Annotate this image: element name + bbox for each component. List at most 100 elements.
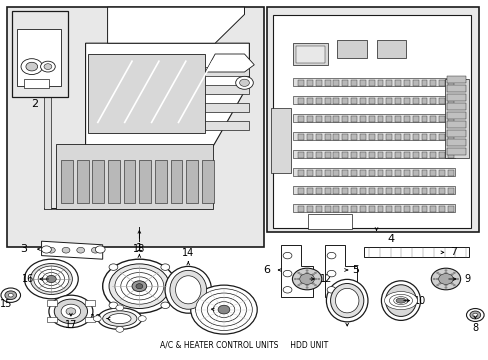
Bar [429, 134, 435, 140]
Bar [429, 152, 435, 158]
Circle shape [109, 264, 118, 270]
Bar [324, 152, 330, 158]
Bar [447, 112, 465, 119]
Circle shape [440, 280, 443, 283]
Bar [47, 300, 57, 306]
Bar [359, 188, 365, 194]
Circle shape [77, 247, 84, 253]
Bar [202, 160, 213, 203]
Circle shape [435, 284, 438, 286]
Bar [324, 188, 330, 194]
Bar [403, 134, 409, 140]
Circle shape [49, 295, 93, 328]
Circle shape [41, 246, 51, 253]
Bar [429, 80, 435, 86]
Text: 16: 16 [22, 274, 35, 284]
Circle shape [136, 284, 142, 289]
Circle shape [239, 79, 249, 86]
Bar [429, 188, 435, 194]
Circle shape [195, 289, 252, 330]
Bar [24, 79, 49, 88]
Bar [447, 85, 465, 92]
Bar [444, 79, 468, 158]
Bar [333, 80, 339, 86]
Bar [333, 116, 339, 122]
Circle shape [466, 309, 483, 321]
Circle shape [102, 259, 176, 313]
Circle shape [444, 274, 447, 276]
Bar [295, 46, 325, 63]
Polygon shape [41, 241, 102, 259]
Bar [342, 98, 347, 104]
Ellipse shape [388, 294, 412, 307]
Bar [17, 29, 61, 86]
Bar [421, 98, 427, 104]
Bar [298, 98, 304, 104]
Bar [155, 160, 166, 203]
Bar [12, 11, 68, 97]
Bar [394, 134, 400, 140]
Bar [386, 116, 391, 122]
Ellipse shape [175, 276, 201, 304]
Circle shape [66, 308, 76, 315]
Circle shape [305, 284, 308, 287]
Bar [447, 134, 453, 140]
Text: 19: 19 [89, 314, 102, 324]
Circle shape [26, 62, 38, 71]
Bar [298, 188, 304, 194]
Bar [447, 80, 453, 86]
Circle shape [283, 287, 291, 293]
Bar [186, 160, 198, 203]
Bar [293, 114, 454, 122]
Bar [447, 188, 453, 194]
Bar [421, 170, 427, 176]
Bar [306, 98, 312, 104]
Bar [350, 80, 356, 86]
Bar [386, 188, 391, 194]
Circle shape [438, 274, 452, 284]
Bar [447, 152, 453, 158]
Bar [333, 206, 339, 212]
Bar [403, 170, 409, 176]
Circle shape [161, 302, 169, 309]
Bar [342, 116, 347, 122]
Text: 17: 17 [64, 320, 77, 330]
Bar [306, 80, 312, 86]
Circle shape [109, 302, 118, 309]
Bar [350, 188, 356, 194]
Circle shape [444, 282, 447, 284]
Bar [350, 152, 356, 158]
Bar [293, 204, 454, 212]
Circle shape [126, 277, 152, 296]
Ellipse shape [384, 292, 417, 310]
Text: 11: 11 [330, 296, 343, 306]
Circle shape [447, 280, 450, 283]
Bar [412, 134, 418, 140]
Bar [403, 116, 409, 122]
Bar [324, 116, 330, 122]
Circle shape [302, 275, 305, 278]
Bar [447, 139, 465, 146]
Text: 10: 10 [413, 296, 426, 306]
Bar [394, 152, 400, 158]
Bar [77, 160, 88, 203]
Bar [359, 80, 365, 86]
Circle shape [283, 270, 291, 277]
Circle shape [44, 64, 52, 69]
Circle shape [314, 278, 317, 280]
Bar [421, 116, 427, 122]
Text: 6: 6 [263, 265, 269, 275]
Circle shape [435, 272, 438, 274]
Circle shape [121, 273, 158, 300]
Circle shape [283, 252, 291, 259]
Bar [412, 188, 418, 194]
Bar [438, 206, 444, 212]
Bar [293, 150, 454, 158]
Circle shape [452, 278, 455, 280]
Bar [403, 98, 409, 104]
Circle shape [115, 268, 163, 304]
Bar [272, 15, 470, 228]
Circle shape [293, 278, 296, 280]
Ellipse shape [393, 297, 407, 305]
Text: 3: 3 [20, 244, 27, 254]
